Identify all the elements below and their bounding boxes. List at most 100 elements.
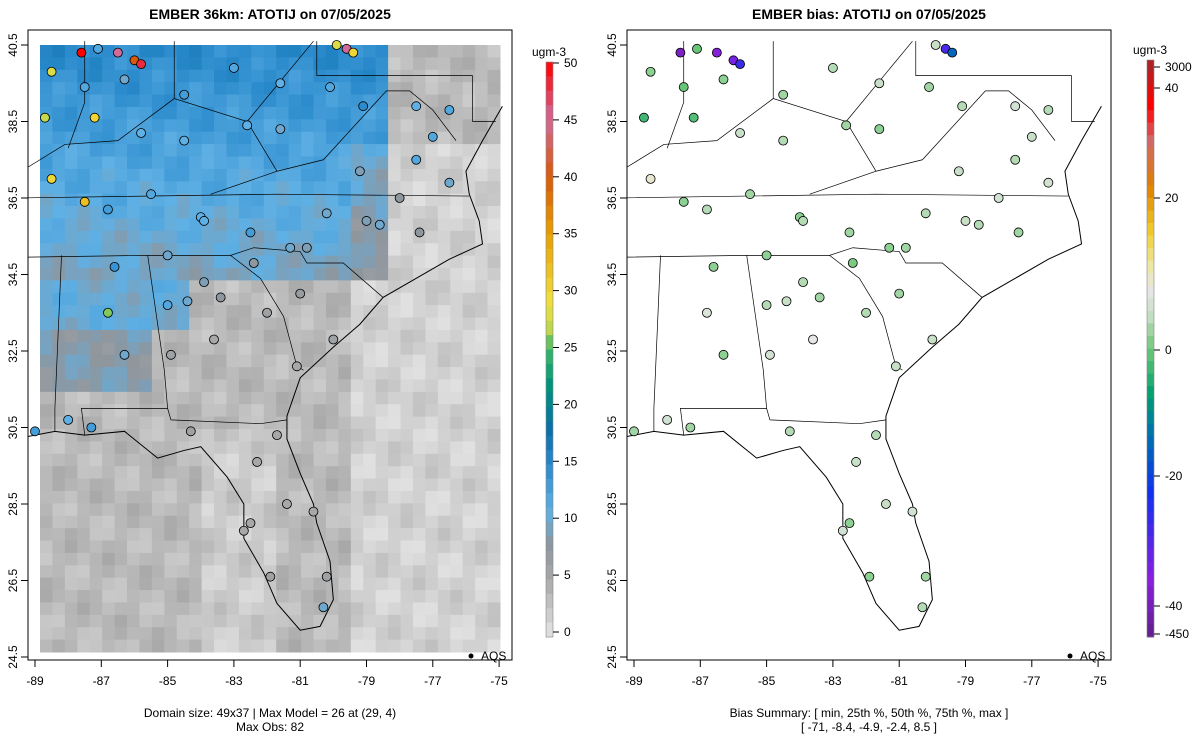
model-grid-cell [437,639,451,653]
model-grid-cell [450,69,464,83]
model-grid-cell [350,528,364,542]
model-grid-cell [276,280,290,294]
model-grid-cell [251,144,265,157]
model-grid-cell [325,69,339,83]
model-grid-cell [388,181,402,195]
model-grid-cell [139,317,153,331]
model-grid-cell [40,404,53,418]
model-grid-cell [450,379,464,393]
model-grid-cell [313,540,327,554]
model-grid-cell [475,577,489,591]
model-grid-cell [164,329,178,343]
model-grid-cell [313,490,327,504]
model-grid-cell [276,144,290,157]
state-border [915,41,1072,76]
model-grid-cell [176,367,190,380]
colorbar-swatch [1147,448,1154,462]
x-tick-label: -75 [1089,674,1107,688]
model-grid-cell [127,255,140,269]
model-grid-cell [151,292,165,306]
model-grid-cell [450,503,464,517]
model-grid-cell [462,342,476,356]
model-grid-cell [462,478,476,492]
station-marker [874,78,885,89]
model-grid-cell [475,602,489,616]
model-grid-cell [64,404,78,418]
model-grid-cell [375,515,389,529]
colorbar-swatch [1147,273,1154,287]
model-grid-cell [226,168,240,182]
model-grid-cell [475,57,489,71]
station-marker [871,430,881,441]
model-grid-cell [412,280,426,294]
model-grid-cell [40,602,53,616]
model-grid-cell [487,515,501,529]
model-grid-cell [437,453,451,467]
model-grid-cell [288,181,302,195]
legend-marker [468,653,474,659]
model-grid-cell [238,565,252,579]
model-grid-cell [263,540,277,554]
model-grid-cell [412,317,426,331]
model-grid-cell [251,627,265,641]
model-grid-cell [487,45,501,58]
model-grid-cell [475,69,489,83]
model-grid-cell [102,602,116,616]
colorbar-swatch [1147,386,1154,400]
model-grid-cell [164,218,178,232]
model-grid-cell [127,478,140,492]
model-grid-cell [263,453,277,467]
model-grid-cell [437,478,451,492]
model-grid-cell [487,255,501,269]
model-grid-cell [363,515,377,529]
station-marker [761,250,772,261]
model-grid-cell [89,367,103,380]
model-grid-cell [89,144,103,157]
model-grid-cell [437,590,451,603]
model-grid-cell [288,144,302,157]
model-grid-cell [139,602,153,616]
model-grid-cell [52,379,66,393]
model-grid-cell [226,515,240,529]
model-grid-cell [462,441,476,455]
model-grid-cell [462,391,476,405]
model-grid-cell [64,515,78,529]
model-grid-cell [176,206,190,219]
model-grid-cell [425,577,439,591]
model-grid-cell [325,354,339,368]
model-grid-cell [487,602,501,616]
model-grid-cell [363,540,377,554]
station-marker [1026,131,1037,142]
model-grid-cell [127,82,140,96]
colorbar-swatch [1147,147,1154,161]
model-grid-cell [288,156,302,170]
model-grid-cell [151,131,165,145]
model-grid-cell [350,230,364,244]
model-grid-cell [127,429,140,442]
model-grid-cell [475,168,489,182]
model-grid-cell [89,243,103,257]
model-grid-cell [139,255,153,269]
model-grid-cell [201,453,215,467]
model-grid-cell [276,131,290,145]
model-grid-cell [375,391,389,405]
model-grid-cell [226,503,240,517]
model-grid-cell [425,590,439,603]
model-grid-cell [251,478,265,492]
model-grid-cell [276,206,290,219]
model-grid-cell [40,416,53,430]
colorbar-tick-label: 10 [564,511,578,525]
model-grid-cell [363,181,377,195]
model-grid-cell [462,490,476,504]
model-grid-cell [400,119,414,133]
y-tick-label: 30.5 [605,415,619,439]
colorbar-tick-label: 20 [1165,191,1179,205]
model-grid-cell [201,144,215,157]
model-grid-cell [127,515,140,529]
model-grid-cell [388,156,402,170]
model-grid-cell [189,243,203,257]
model-grid-cell [127,602,140,616]
model-grid-cell [325,379,339,393]
model-grid-cell [251,490,265,504]
x-tick-label: -79 [358,674,376,688]
